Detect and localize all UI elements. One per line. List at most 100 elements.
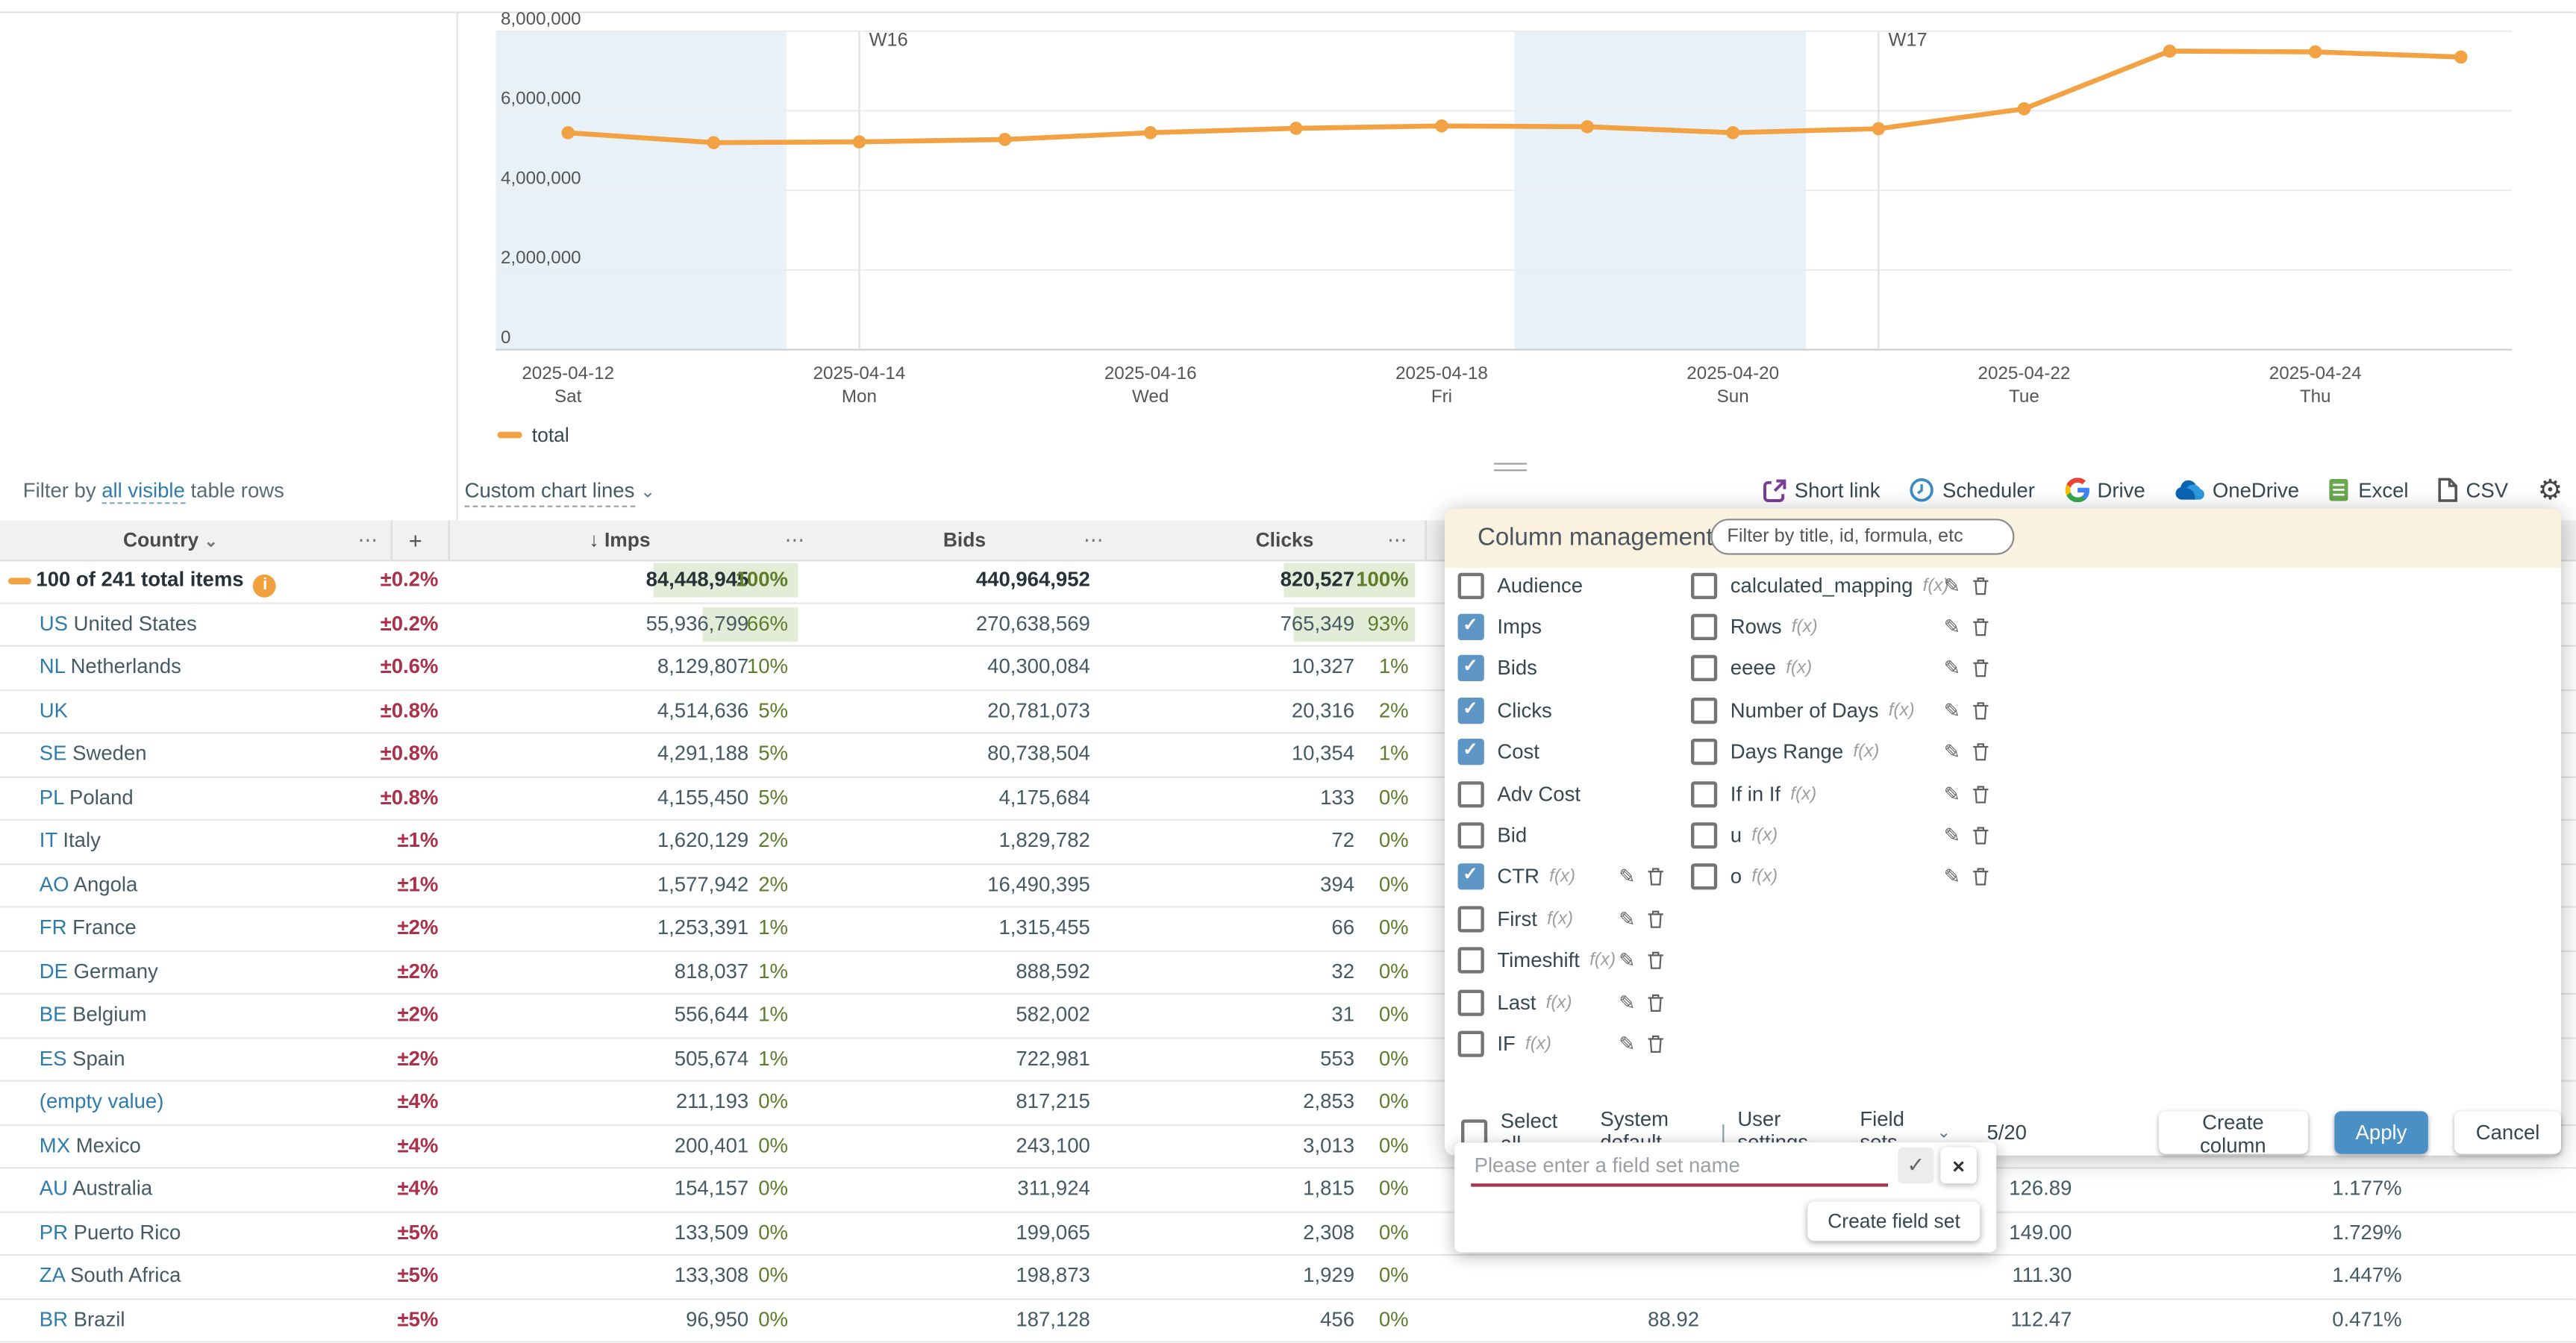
create-column-button[interactable]: Create column — [2158, 1111, 2308, 1157]
country-cell[interactable]: IT Italy — [39, 829, 101, 852]
data-point[interactable] — [561, 126, 575, 140]
delete-column-icon[interactable] — [1972, 576, 1989, 595]
onedrive-button[interactable]: OneDrive — [2175, 478, 2299, 501]
edit-column-icon[interactable]: ✎ — [1943, 616, 1960, 639]
column-toggle-item[interactable]: Bids — [1457, 648, 1688, 690]
delete-column-icon[interactable] — [1972, 742, 1989, 762]
table-row[interactable]: NL Netherlands ±0.6% 8,129,807 10% 40,300,08… — [0, 647, 2576, 691]
clicks-column-header[interactable]: Clicks — [1255, 528, 1314, 552]
edit-column-icon[interactable]: ✎ — [1943, 824, 1960, 848]
bids-column-header[interactable]: Bids — [942, 528, 987, 552]
column-checkbox[interactable] — [1691, 697, 1718, 724]
data-point[interactable] — [998, 133, 1012, 146]
delete-column-icon[interactable] — [1647, 951, 1665, 970]
country-cell[interactable]: FR France — [39, 915, 137, 939]
column-checkbox[interactable] — [1457, 655, 1484, 683]
column-checkbox[interactable] — [1691, 739, 1718, 766]
column-menu-icon[interactable]: ⋯ — [1084, 528, 1105, 552]
delete-column-icon[interactable] — [1972, 868, 1989, 887]
column-checkbox[interactable] — [1691, 822, 1718, 849]
column-menu-icon[interactable]: ⋯ — [357, 528, 380, 552]
info-icon[interactable]: i — [253, 575, 277, 598]
edit-column-icon[interactable]: ✎ — [1619, 1032, 1636, 1056]
cancel-button[interactable]: Cancel — [2454, 1111, 2561, 1154]
data-point[interactable] — [1289, 122, 1303, 135]
country-cell[interactable]: ES Spain — [39, 1046, 125, 1070]
table-row[interactable]: BR Brazil ±5% 96,950 0% 187,128 456 0% 88.92 112… — [0, 1299, 2576, 1343]
table-row[interactable]: IT Italy ±1% 1,620,129 2% 1,829,782 72 0% — [0, 821, 2576, 865]
delete-column-icon[interactable] — [1972, 826, 1989, 845]
table-row[interactable]: PR Puerto Rico ±5% 133,509 0% 199,065 2,308 0%… — [0, 1212, 2576, 1256]
column-toggle-item[interactable]: Rows f(x) ✎ — [1691, 607, 1989, 648]
column-checkbox[interactable] — [1457, 989, 1484, 1015]
table-row[interactable]: PL Poland ±0.8% 4,155,450 5% 4,175,684 133 0% — [0, 777, 2576, 821]
confirm-field-set-button[interactable]: ✓ — [1898, 1147, 1934, 1184]
delete-column-icon[interactable] — [1972, 784, 1989, 804]
edit-column-icon[interactable]: ✎ — [1943, 657, 1960, 680]
delete-column-icon[interactable] — [1647, 992, 1665, 1012]
gear-icon[interactable]: ⚙ — [2537, 474, 2563, 506]
table-row[interactable]: AO Angola ±1% 1,577,942 2% 16,490,395 394 0% — [0, 864, 2576, 908]
create-field-set-button[interactable]: Create field set — [1807, 1201, 1981, 1242]
edit-column-icon[interactable]: ✎ — [1619, 990, 1636, 1014]
column-toggle-item[interactable]: Adv Cost — [1457, 773, 1688, 815]
table-row[interactable]: ZA South Africa ±5% 133,308 0% 198,873 1,929 0… — [0, 1256, 2576, 1300]
country-cell[interactable]: MX Mexico — [39, 1133, 141, 1156]
table-row[interactable]: AU Australia ±4% 154,157 0% 311,924 1,815 0% 12… — [0, 1168, 2576, 1212]
excel-button[interactable]: Excel — [2329, 478, 2409, 502]
column-toggle-item[interactable]: CTR f(x) ✎ — [1457, 857, 1688, 898]
country-cell[interactable]: SE Sweden — [39, 742, 147, 766]
data-point[interactable] — [707, 136, 721, 149]
country-cell[interactable]: NL Netherlands — [39, 654, 181, 678]
country-cell[interactable]: AO Angola — [39, 872, 138, 896]
data-point[interactable] — [1143, 126, 1157, 140]
delete-column-icon[interactable] — [1647, 1034, 1665, 1054]
country-column-header[interactable]: Country ⌄ — [123, 528, 219, 552]
table-row[interactable]: FR France ±2% 1,253,391 1% 1,315,455 66 0% — [0, 908, 2576, 951]
column-menu-icon[interactable]: ⋯ — [784, 528, 807, 552]
delete-column-icon[interactable] — [1972, 701, 1989, 720]
data-point[interactable] — [2308, 45, 2322, 59]
country-cell[interactable]: PL Poland — [39, 785, 134, 809]
data-point[interactable] — [1872, 122, 1886, 136]
custom-chart-lines-dropdown[interactable]: Custom chart lines ⌄ — [464, 479, 655, 507]
edit-column-icon[interactable]: ✎ — [1943, 740, 1960, 764]
column-toggle-item[interactable]: Clicks — [1457, 689, 1688, 731]
column-checkbox[interactable] — [1457, 739, 1484, 766]
edit-column-icon[interactable]: ✎ — [1619, 949, 1636, 972]
column-checkbox[interactable] — [1457, 572, 1484, 599]
table-row[interactable]: ES Spain ±2% 505,674 1% 722,981 553 0% — [0, 1039, 2576, 1082]
column-checkbox[interactable] — [1457, 697, 1484, 724]
column-toggle-item[interactable]: Last f(x) ✎ — [1457, 981, 1688, 1023]
country-cell[interactable]: AU Australia — [39, 1177, 153, 1200]
total-line-chart[interactable]: W16 W17 0 2,000,000 4,000,000 6,000,000 8,000,… — [465, 0, 2576, 479]
edit-column-icon[interactable]: ✎ — [1943, 574, 1960, 598]
column-menu-icon[interactable]: ⋯ — [1387, 528, 1409, 552]
edit-column-icon[interactable]: ✎ — [1943, 782, 1960, 806]
country-cell[interactable]: BE Belgium — [39, 1003, 147, 1026]
column-toggle-item[interactable]: Audience — [1457, 565, 1688, 607]
imps-column-header[interactable]: ↓ Imps — [589, 528, 651, 552]
column-toggle-item[interactable]: Days Range f(x) ✎ — [1691, 731, 1989, 773]
column-checkbox[interactable] — [1457, 864, 1484, 891]
data-point[interactable] — [2454, 50, 2468, 64]
add-column-button[interactable]: + — [408, 527, 422, 554]
column-checkbox[interactable] — [1457, 613, 1484, 641]
column-checkbox[interactable] — [1691, 655, 1718, 683]
column-toggle-item[interactable]: eeee f(x) ✎ — [1691, 648, 1989, 690]
country-cell[interactable]: US United States — [39, 611, 197, 635]
column-checkbox[interactable] — [1457, 822, 1484, 849]
edit-column-icon[interactable]: ✎ — [1619, 907, 1636, 930]
column-checkbox[interactable] — [1691, 864, 1718, 891]
column-filter-input[interactable] — [1710, 519, 2015, 555]
column-checkbox[interactable] — [1457, 905, 1484, 933]
table-row[interactable]: DE Germany ±2% 818,037 1% 888,592 32 0% — [0, 951, 2576, 995]
drive-button[interactable]: Drive — [2064, 478, 2145, 503]
column-toggle-item[interactable]: Imps — [1457, 607, 1688, 648]
apply-button[interactable]: Apply — [2333, 1111, 2428, 1154]
country-cell[interactable]: UK — [39, 698, 69, 721]
data-point[interactable] — [1726, 126, 1739, 140]
scheduler-button[interactable]: Scheduler — [1910, 478, 2035, 502]
column-toggle-item[interactable]: u f(x) ✎ — [1691, 815, 1989, 857]
cancel-field-set-button[interactable]: × — [1940, 1147, 1977, 1184]
